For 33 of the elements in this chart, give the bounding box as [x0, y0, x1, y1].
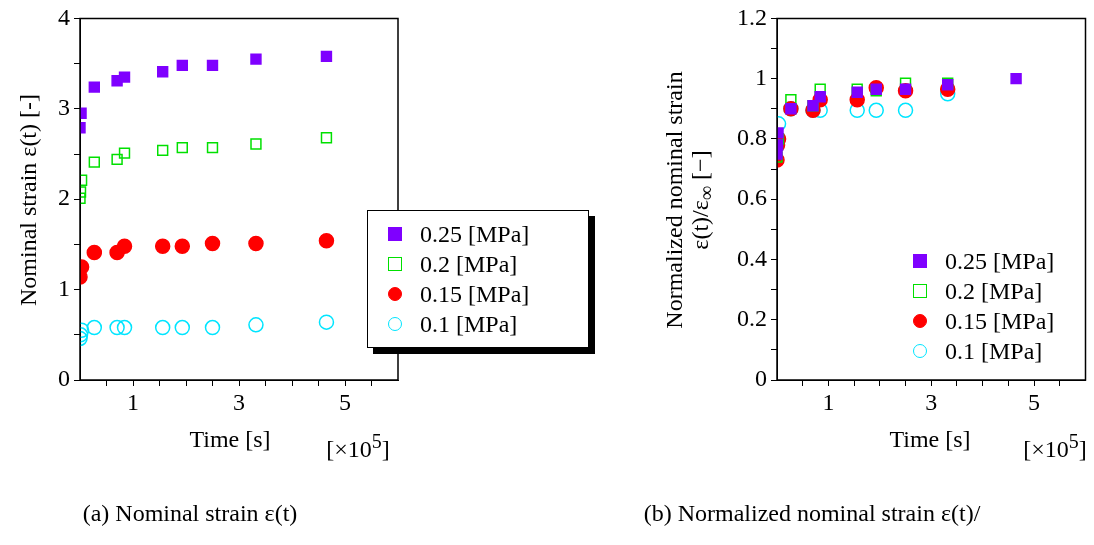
y-tick-label: 1.2: [737, 3, 767, 30]
y-tick-label: 0.8: [737, 124, 767, 151]
legend-label: 0.15 [MPa]: [420, 280, 530, 309]
x-tick-label: 3: [925, 388, 938, 415]
legend-label: 0.25 [MPa]: [945, 247, 1055, 276]
y-tick-label: 0.6: [737, 184, 767, 211]
y-tick-label: 0.2: [737, 305, 767, 332]
y-tick-label: 1: [58, 274, 70, 301]
y-tick-label: 3: [58, 94, 70, 121]
y-tick-label: 0: [58, 365, 70, 392]
text: (a) Nominal strain ε(t): [82, 500, 298, 527]
y-tick-label: 4: [58, 3, 70, 30]
y-tick-label: 0.4: [737, 244, 767, 271]
x-tick-label: 1: [822, 388, 835, 415]
x-tick-label: 1: [127, 388, 139, 415]
y-tick-label: 0: [755, 365, 767, 392]
x-tick-label: 3: [233, 388, 245, 415]
legend-label: 0.1 [MPa]: [945, 337, 1043, 366]
y-tick-label: 1: [755, 63, 767, 90]
x-tick-label: 5: [1028, 388, 1041, 415]
legend-label: 0.1 [MPa]: [420, 310, 518, 339]
text: (b) Normalized nominal strain ε(t)/: [643, 500, 981, 527]
y-tick-label: 2: [58, 184, 70, 211]
text: [×10$^{5}$]: [326, 430, 390, 463]
legend-label: 0.25 [MPa]: [420, 220, 530, 249]
x-tick-label: 5: [339, 388, 351, 415]
x-axis-title: Time [s]: [889, 426, 971, 453]
x-axis-title: Time [s]: [189, 426, 271, 453]
y-axis-title: Nominal strain ε(t) [-]: [15, 93, 41, 307]
legend-label: 0.2 [MPa]: [945, 277, 1043, 306]
legend-label: 0.2 [MPa]: [420, 250, 518, 279]
text: [×10$^{5}$]: [1023, 430, 1087, 463]
legend-label: 0.15 [MPa]: [945, 307, 1055, 336]
